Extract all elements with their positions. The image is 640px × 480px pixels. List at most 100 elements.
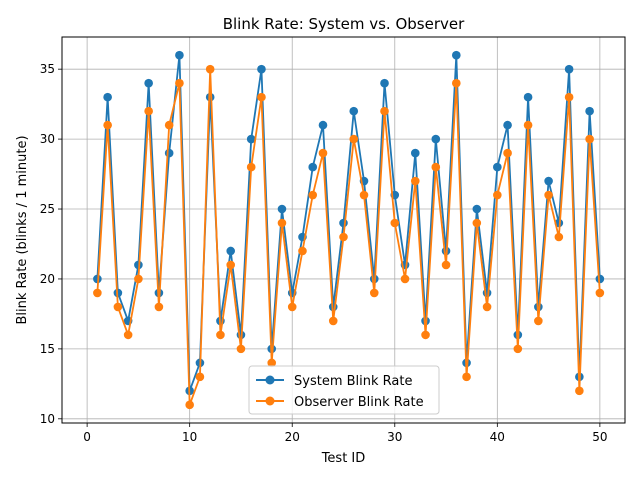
data-point [452,50,461,60]
data-point [369,288,379,298]
data-point [523,120,533,130]
data-point [503,120,512,130]
data-point [205,64,215,74]
series-line [96,68,601,406]
data-point [328,316,338,326]
legend-label-system: System Blink Rate [294,374,412,389]
data-point [318,148,328,158]
data-point [431,134,441,144]
y-axis-label: Blink Rate (blinks / 1 minute) [15,135,30,324]
data-point [298,246,307,256]
plot-frame [61,36,626,424]
y-tick-label: 15 [40,342,55,356]
data-point [585,106,594,116]
chart-title: Blink Rate: System vs. Observer [223,15,465,33]
data-point [246,162,256,172]
data-point [144,78,153,88]
data-point [257,64,266,74]
data-point [195,372,205,382]
y-tick-label: 30 [40,132,55,146]
data-point [564,92,574,102]
axis-ticks: 0 10 20 30 40 50 10 15 20 25 30 35 [40,62,608,444]
data-point [205,92,215,102]
x-tick-label: 0 [83,430,91,444]
data-point [441,260,451,270]
data-point [472,218,482,228]
y-tick-label: 35 [40,62,55,76]
data-point [431,162,441,172]
data-point [410,176,420,186]
data-point [103,120,112,130]
data-point [339,232,348,242]
data-point [410,148,420,158]
data-point [544,176,553,186]
data-point [175,50,184,60]
data-point [575,386,584,396]
data-point [103,92,112,102]
data-point [123,330,133,340]
data-point [513,344,523,354]
data-point [277,218,287,228]
legend: System Blink Rate Observer Blink Rate [248,365,440,415]
data-point [482,302,492,312]
data-point [349,106,359,116]
y-tick-label: 20 [40,272,55,286]
data-point [226,246,235,256]
data-point [482,288,492,298]
data-point [472,204,482,214]
data-point [595,288,605,298]
data-point [134,274,143,284]
data-point [257,92,266,102]
data-point [380,78,389,88]
data-point [226,260,235,270]
data-point [359,190,369,200]
data-point [390,218,400,228]
data-point [93,288,102,298]
x-tick-label: 40 [490,430,505,444]
data-point [175,78,184,88]
data-point [185,400,194,410]
data-point [400,274,410,284]
data-point [164,148,174,158]
data-point [164,120,174,130]
x-tick-label: 50 [592,430,607,444]
data-point [246,134,256,144]
series-observer [93,64,605,410]
data-point [308,190,318,200]
data-point [287,302,297,312]
data-point [154,302,164,312]
data-point [144,106,153,116]
data-point [339,218,348,228]
data-point [421,330,430,340]
data-point [462,372,471,382]
y-tick-label: 10 [40,412,55,426]
data-point [585,134,594,144]
legend-marker-system [265,375,275,385]
data-point [113,302,123,312]
data-point [534,316,543,326]
data-point [318,120,328,130]
x-tick-label: 30 [387,430,402,444]
data-point [503,148,512,158]
data-point [493,162,502,172]
data-point [452,78,461,88]
data-point [216,330,225,340]
grid [62,37,625,423]
legend-label-observer: Observer Blink Rate [294,395,424,410]
data-point [349,134,359,144]
legend-marker-observer [265,396,275,406]
data-point [277,204,287,214]
y-tick-label: 25 [40,202,55,216]
data-point [595,274,605,284]
data-point [380,106,389,116]
data-point [523,92,533,102]
data-point [564,64,574,74]
legend-box [248,365,440,415]
x-tick-label: 20 [285,430,300,444]
data-point [308,162,318,172]
data-point [493,190,502,200]
data-point [267,358,277,368]
x-tick-label: 10 [182,430,197,444]
x-axis-label: Test ID [321,451,366,466]
